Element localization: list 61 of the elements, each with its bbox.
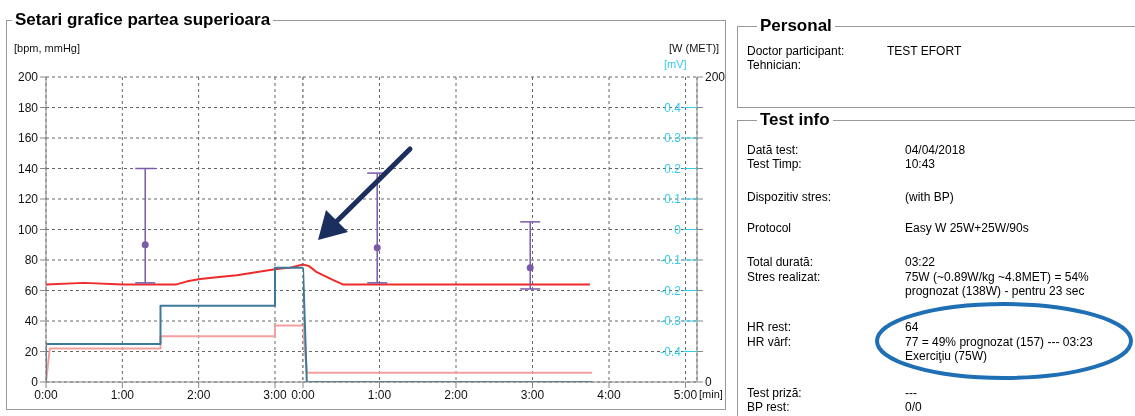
x-tick-label: 0:00	[291, 387, 315, 402]
text: TEST EFORT	[887, 44, 962, 58]
y-tick-label: 40	[24, 314, 39, 329]
y-tick-label: 80	[24, 253, 39, 268]
text: Doctor participant:	[747, 44, 845, 58]
text: Test Timp:	[747, 157, 802, 171]
text: Test info	[760, 110, 830, 129]
y-tick-label: 100	[17, 222, 39, 237]
text: ---	[905, 386, 917, 400]
text: 75W (~0.89W/kg ~4.8MET) = 54% prognozat (138W) - pentru 23 sec	[905, 270, 1089, 298]
y2-tick-label: 0.3	[664, 131, 682, 146]
y2-tick-label: 0.2	[664, 161, 682, 176]
y2-tick-label: -0.1	[660, 253, 682, 268]
text: 0/0	[905, 400, 922, 414]
y-tick-label: 140	[17, 161, 39, 176]
x-tick-label: 2:00	[444, 387, 469, 402]
text: Personal	[760, 16, 832, 35]
text: (with BP)	[905, 190, 954, 204]
text: Dată test:	[747, 143, 799, 157]
y-tick-label: 20	[24, 344, 39, 359]
text: Total durată:	[747, 255, 814, 269]
y-tick-label: 160	[17, 131, 39, 146]
y-axis-title: [W (MET)]	[669, 42, 720, 54]
text: BP rest:	[747, 400, 790, 414]
y-tick-label: 200	[705, 70, 726, 85]
y-tick-label: 180	[17, 100, 39, 115]
x-tick-label: 3:00	[520, 387, 545, 402]
text: 77 = 49% prognozat (157) --- 03:23 Exerciţiu (75W)	[905, 335, 1093, 363]
y-axis-title: [bpm, mmHg]	[14, 42, 81, 54]
y-tick-label: 0	[31, 375, 39, 390]
y2-tick-label: 0	[674, 222, 682, 237]
x-axis-title: [min]	[699, 388, 723, 400]
text: Test priză:	[747, 386, 802, 400]
text: 04/04/2018	[905, 143, 966, 157]
text: Easy W 25W+25W/90s	[905, 221, 1029, 235]
text: 03:22	[905, 255, 936, 269]
y2-tick-label: 0.1	[664, 192, 682, 207]
text: HR rest:	[747, 320, 792, 334]
y2-tick-label: -0.3	[660, 314, 682, 329]
y-tick-label: 60	[24, 283, 39, 298]
x-tick-label: 1:00	[110, 387, 135, 402]
x-tick-label: 0:00	[34, 387, 58, 402]
y2-tick-label: 0.4	[664, 100, 682, 115]
y2-axis-title: [mV]	[664, 58, 687, 70]
x-tick-label: 5:00	[673, 387, 698, 402]
text: HR vârf:	[747, 335, 792, 349]
x-tick-label: 3:00	[263, 387, 287, 402]
text: 10:43	[905, 157, 936, 171]
y2-tick-label: -0.4	[660, 344, 682, 359]
text: Stres realizat:	[747, 270, 821, 284]
y-tick-label: 200	[17, 70, 39, 85]
x-tick-label: 1:00	[367, 387, 392, 402]
text: 64	[905, 320, 919, 334]
chart-title: Setari grafice partea superioara	[15, 10, 271, 29]
y-tick-label: 120	[17, 192, 39, 207]
x-tick-label: 4:00	[597, 387, 622, 402]
text: Tehnician:	[747, 58, 802, 72]
y2-tick-label: -0.2	[660, 283, 682, 298]
text: Dispozitiv stres:	[747, 190, 832, 204]
x-tick-label: 2:00	[186, 387, 211, 402]
text: Protocol	[747, 221, 792, 235]
